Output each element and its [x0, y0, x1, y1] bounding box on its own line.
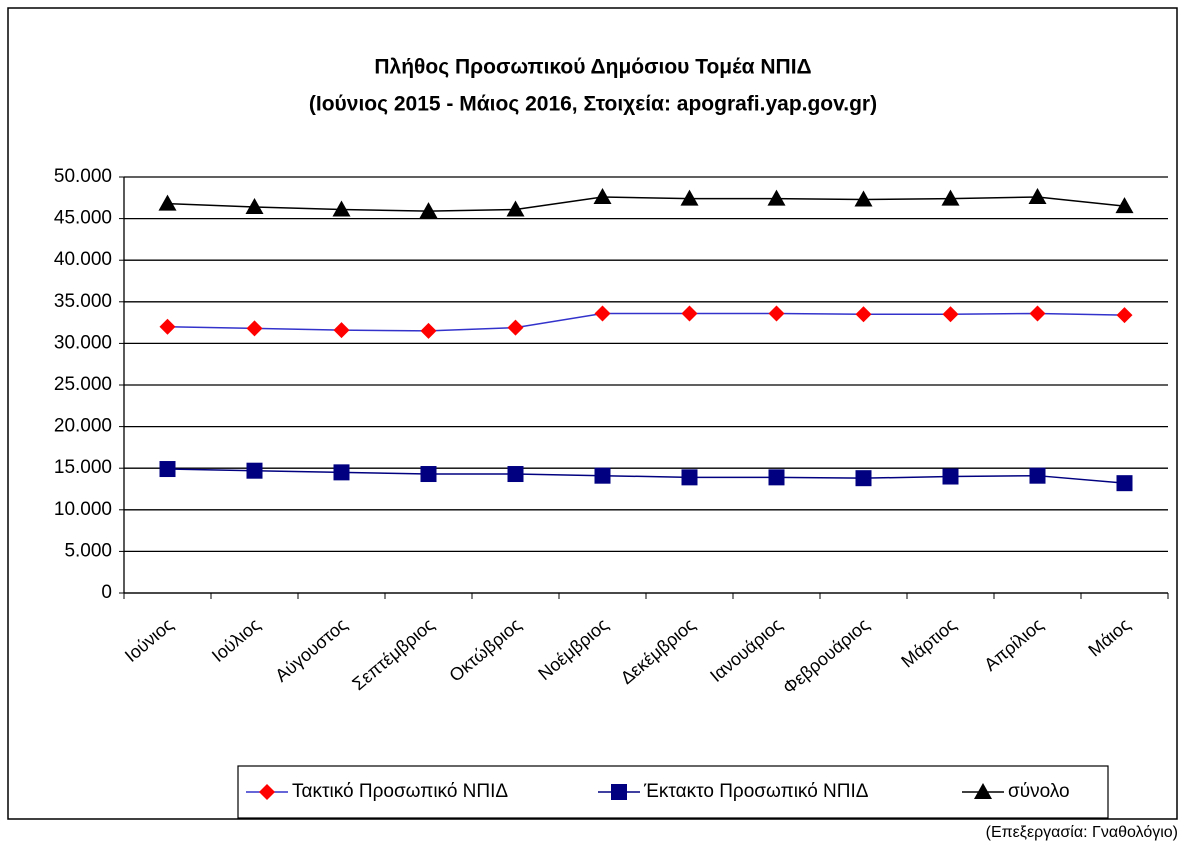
chart-frame [7, 7, 1178, 820]
data-point [941, 189, 960, 206]
data-point [245, 197, 264, 214]
chart-title: Πλήθος Προσωπικού Δημόσιου Τομέα ΝΠΙΔ [374, 56, 811, 79]
data-point [159, 461, 176, 478]
legend-label: Τακτικό Προσωπικό ΝΠΙΔ [292, 781, 508, 802]
data-point [767, 189, 786, 206]
series-line [167, 196, 1125, 212]
data-point [594, 305, 611, 322]
data-point [942, 468, 959, 485]
legend-marker [974, 783, 992, 799]
chart-subtitle: (Ιούνιος 2015 - Μάιος 2016, Στοιχεία: ap… [309, 93, 877, 116]
source-note: (Επεξεργασία: Γναθολόγιο) [986, 824, 1178, 841]
data-point [942, 306, 959, 323]
data-point [419, 202, 438, 219]
data-point [507, 466, 524, 483]
data-point [246, 320, 263, 337]
y-tick-label: 15.000 [54, 457, 112, 478]
data-point [246, 462, 263, 479]
data-point [1029, 305, 1046, 322]
data-point [1029, 467, 1046, 484]
y-tick-label: 35.000 [54, 291, 112, 312]
legend-label: Έκτακτο Προσωπικό ΝΠΙΔ [643, 781, 869, 802]
legend-marker [611, 784, 627, 800]
data-point [159, 318, 176, 335]
data-point [680, 189, 699, 206]
data-point [1115, 197, 1134, 214]
data-point [420, 322, 437, 339]
series-line [167, 312, 1125, 332]
y-tick-label: 20.000 [54, 416, 112, 437]
data-point [593, 187, 612, 204]
data-point [158, 194, 177, 211]
data-point [855, 470, 872, 487]
y-tick-label: 45.000 [54, 208, 112, 229]
data-point [1028, 187, 1047, 204]
data-point [855, 306, 872, 323]
data-point [332, 200, 351, 217]
data-point [681, 469, 698, 486]
data-point [681, 305, 698, 322]
data-point [333, 464, 350, 481]
data-point [768, 469, 785, 486]
y-tick-label: 40.000 [54, 249, 112, 270]
data-point [420, 466, 437, 483]
y-tick-label: 5.000 [64, 540, 112, 561]
series-line [167, 468, 1125, 484]
y-tick-label: 25.000 [54, 374, 112, 395]
data-point [507, 319, 524, 336]
data-point [1116, 475, 1133, 492]
y-tick-label: 10.000 [54, 499, 112, 520]
y-tick-label: 50.000 [54, 166, 112, 187]
y-tick-label: 0 [101, 582, 112, 603]
data-point [333, 322, 350, 339]
data-point [506, 200, 525, 217]
data-point [768, 305, 785, 322]
y-tick-label: 30.000 [54, 332, 112, 353]
data-point [594, 467, 611, 484]
legend-marker [259, 784, 275, 800]
data-point [854, 190, 873, 207]
data-point [1116, 307, 1133, 324]
legend-label: σύνολο [1008, 781, 1070, 802]
